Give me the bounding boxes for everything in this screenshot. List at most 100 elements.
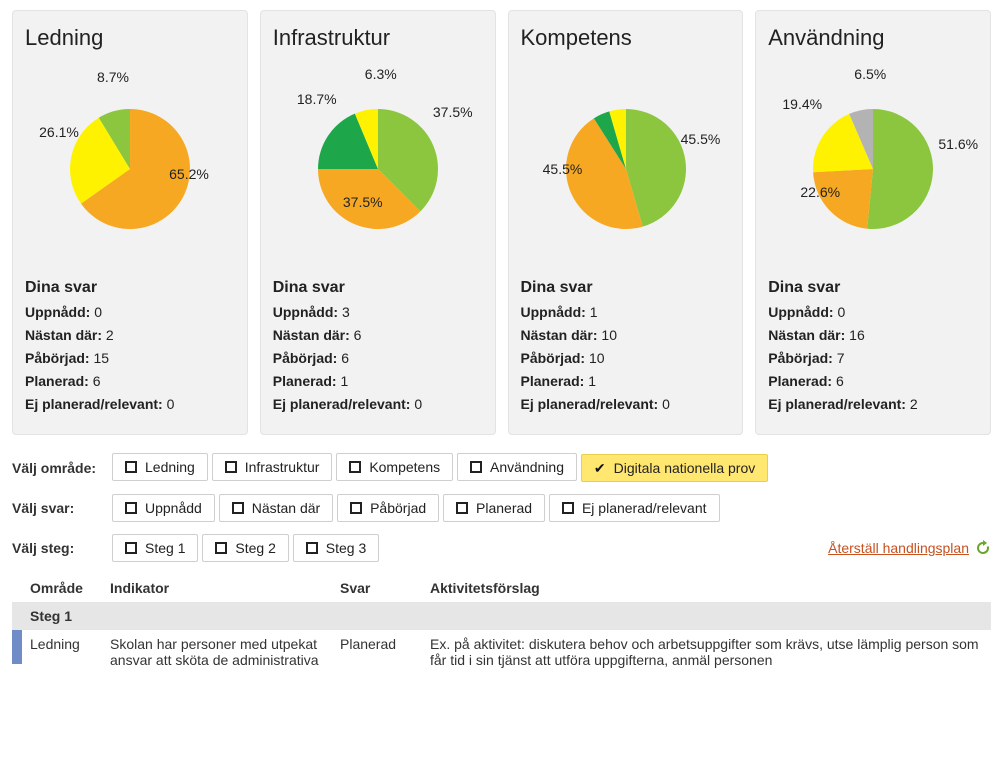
filter-svar-button[interactable]: ✔Påbörjad (337, 494, 439, 522)
stat-planerad: Planerad: 6 (768, 370, 978, 393)
table-header-row: Område Indikator Svar Aktivitetsförslag (12, 574, 991, 602)
checkbox-icon (225, 461, 237, 473)
stat-uppnadd: Uppnådd: 0 (25, 301, 235, 324)
filter-steg-row: Välj steg: ✔Steg 1 ✔Steg 2 ✔Steg 3 Åters… (12, 534, 991, 562)
stat-paborjad: Påbörjad: 15 (25, 347, 235, 370)
reset-plan-label: Återställ handlingsplan (828, 540, 969, 556)
card-ledning: Ledning 65.2% 26.1% 8.7% Dina svar Uppnådd… (12, 10, 248, 435)
stat-ej-planerad: Ej planerad/relevant: 2 (768, 393, 978, 416)
pie-chart: 37.5%37.5%18.7%6.3% (273, 59, 483, 269)
check-icon: ✔ (594, 461, 606, 475)
cell-aktivitet: Ex. på aktivitet: diskutera behov och ar… (422, 630, 991, 674)
stat-paborjad: Påbörjad: 6 (273, 347, 483, 370)
cell-indikator: Skolan har personer med utpekat ansvar a… (102, 630, 332, 674)
pie-slice-label: 51.6% (938, 136, 978, 152)
table-row: Ledning Skolan har personer med utpekat … (12, 630, 991, 674)
filter-omrade-label: Välj område: (12, 460, 102, 476)
dina-svar-heading: Dina svar (25, 279, 235, 297)
stat-ej-planerad: Ej planerad/relevant: 0 (521, 393, 731, 416)
filter-button-label: Planerad (476, 500, 532, 516)
filter-omrade-button[interactable]: ✔Användning (457, 453, 577, 481)
stat-uppnadd: Uppnådd: 3 (273, 301, 483, 324)
action-table: Område Indikator Svar Aktivitetsförslag … (12, 574, 991, 674)
card-kompetens: Kompetens 45.5% 45.5% Dina svar Uppnådd: … (508, 10, 744, 435)
dina-svar-heading: Dina svar (521, 279, 731, 297)
checkbox-icon (125, 461, 137, 473)
filter-omrade-button[interactable]: ✔Ledning (112, 453, 208, 481)
card-title: Användning (768, 25, 978, 51)
th-indikator: Indikator (102, 574, 332, 602)
table-step-row: Steg 1 (12, 602, 991, 630)
pie-chart: 45.5% 45.5% (521, 59, 731, 269)
card-title: Kompetens (521, 25, 731, 51)
filter-svar-label: Välj svar: (12, 500, 102, 516)
stat-nastan-dar: Nästan där: 10 (521, 324, 731, 347)
stat-uppnadd: Uppnådd: 0 (768, 301, 978, 324)
checkbox-icon (350, 502, 362, 514)
stat-nastan-dar: Nästan där: 6 (273, 324, 483, 347)
reset-plan-link[interactable]: Återställ handlingsplan (828, 540, 991, 556)
checkbox-icon (456, 502, 468, 514)
summary-cards: Ledning 65.2% 26.1% 8.7% Dina svar Uppnådd… (12, 10, 991, 435)
th-svar: Svar (332, 574, 422, 602)
stat-uppnadd: Uppnådd: 1 (521, 301, 731, 324)
pie-slice-nastan_dar (867, 109, 933, 229)
stat-paborjad: Påbörjad: 10 (521, 347, 731, 370)
filter-button-label: Ej planerad/relevant (582, 500, 707, 516)
th-aktivitet: Aktivitetsförslag (422, 574, 991, 602)
pie-slice-label: 45.5% (681, 131, 721, 147)
checkbox-icon (562, 502, 574, 514)
checkbox-icon (232, 502, 244, 514)
filter-button-label: Steg 2 (235, 540, 275, 556)
card-anvandning: Användning 51.6%22.6%19.4%6.5% Dina svar… (755, 10, 991, 435)
filter-button-label: Användning (490, 459, 564, 475)
stat-planerad: Planerad: 6 (25, 370, 235, 393)
filter-svar-button[interactable]: ✔Uppnådd (112, 494, 215, 522)
pie-slice-label: 37.5% (433, 104, 473, 120)
filter-svar-button[interactable]: ✔Nästan där (219, 494, 333, 522)
step-label: Steg 1 (22, 602, 991, 630)
checkbox-icon (125, 542, 137, 554)
th-omrade: Område (22, 574, 102, 602)
filter-svar-row: Välj svar: ✔Uppnådd ✔Nästan där ✔Påbörja… (12, 494, 991, 522)
filter-steg-button[interactable]: ✔Steg 3 (293, 534, 379, 562)
pie-slice-label: 8.7% (97, 69, 129, 85)
stat-planerad: Planerad: 1 (273, 370, 483, 393)
filter-button-label: Infrastruktur (245, 459, 320, 475)
filter-steg-button[interactable]: ✔Steg 2 (202, 534, 288, 562)
filter-button-label: Uppnådd (145, 500, 202, 516)
dina-svar-heading: Dina svar (768, 279, 978, 297)
pie-slice-label: 19.4% (782, 96, 822, 112)
checkbox-icon (349, 461, 361, 473)
table-header-spacer (12, 574, 22, 602)
stat-ej-planerad: Ej planerad/relevant: 0 (25, 393, 235, 416)
filter-steg-label: Välj steg: (12, 540, 102, 556)
pie-slice-label: 26.1% (39, 124, 79, 140)
filter-svar-button[interactable]: ✔Planerad (443, 494, 545, 522)
filter-button-label: Påbörjad (370, 500, 426, 516)
filter-svar-button[interactable]: ✔Ej planerad/relevant (549, 494, 720, 522)
stat-ej-planerad: Ej planerad/relevant: 0 (273, 393, 483, 416)
pie-slice-label: 45.5% (543, 161, 583, 177)
pie-slice-label: 6.5% (854, 66, 886, 82)
card-title: Ledning (25, 25, 235, 51)
cell-svar: Planerad (332, 630, 422, 674)
pie-slice-label: 65.2% (169, 166, 209, 182)
pie-slice-label: 37.5% (343, 194, 383, 210)
card-title: Infrastruktur (273, 25, 483, 51)
filter-omrade-button[interactable]: ✔Kompetens (336, 453, 453, 481)
stat-nastan-dar: Nästan där: 16 (768, 324, 978, 347)
filter-steg-button[interactable]: ✔Steg 1 (112, 534, 198, 562)
filter-button-label: Steg 1 (145, 540, 185, 556)
stat-planerad: Planerad: 1 (521, 370, 731, 393)
checkbox-icon (306, 542, 318, 554)
filter-omrade-button[interactable]: ✔Digitala nationella prov (581, 454, 768, 482)
pie-chart: 51.6%22.6%19.4%6.5% (768, 59, 978, 269)
checkbox-icon (215, 542, 227, 554)
row-accent (12, 630, 22, 674)
filter-button-label: Ledning (145, 459, 195, 475)
dina-svar-heading: Dina svar (273, 279, 483, 297)
filter-omrade-button[interactable]: ✔Infrastruktur (212, 453, 333, 481)
refresh-icon (975, 540, 991, 556)
pie-chart: 65.2% 26.1% 8.7% (25, 59, 235, 269)
